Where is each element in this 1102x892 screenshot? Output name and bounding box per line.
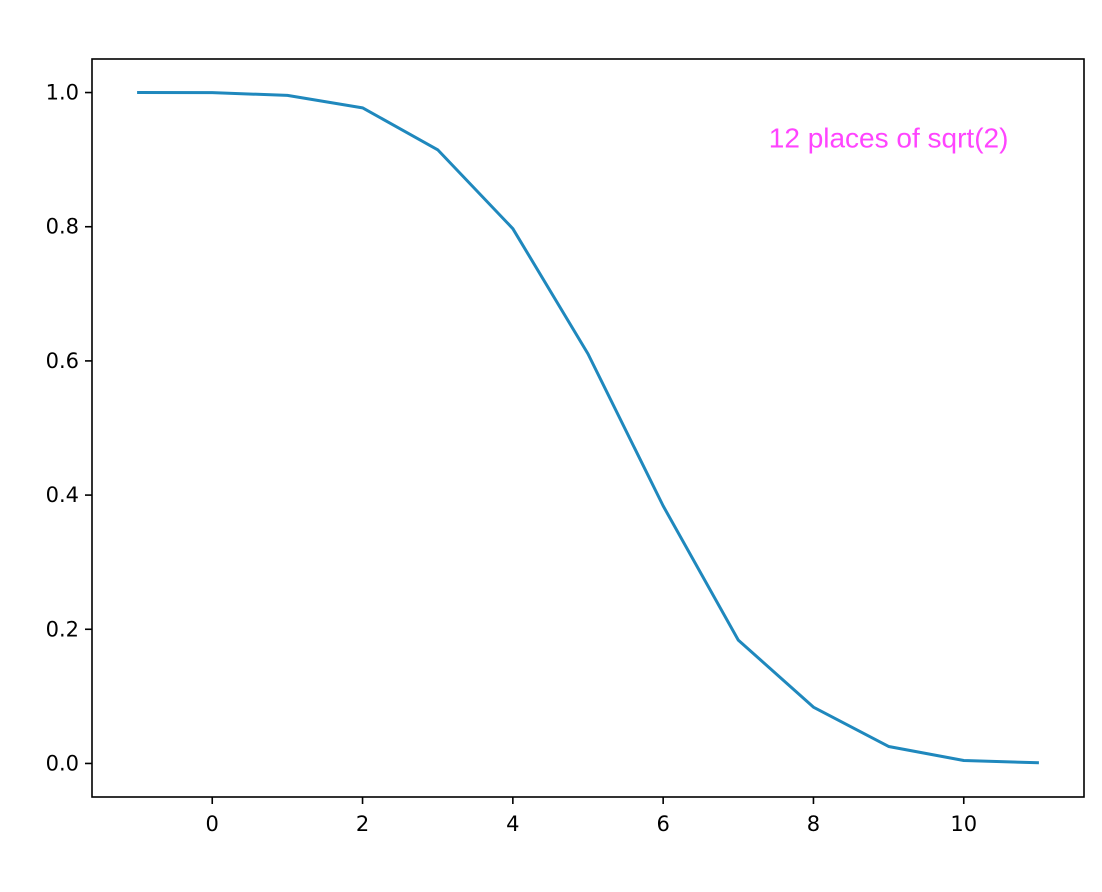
plot-area: 0 2 4 6 8 10 0.0 0.2 0.4 0.6 0.8 1.0 12 places of sq… [46,58,1085,836]
x-tick-label: 10 [950,812,977,836]
y-tick-label: 0.0 [46,751,79,775]
y-tick-label: 1.0 [46,81,79,105]
y-tick-label: 0.8 [46,215,79,239]
x-tick-label: 6 [656,812,669,836]
x-tick-label: 4 [506,812,519,836]
x-tick-label: 0 [206,812,219,836]
y-tick-label: 0.4 [46,483,79,507]
x-tick-label: 2 [356,812,369,836]
annotation-text: 12 places of sqrt(2) [769,122,1009,153]
y-tick-label: 0.2 [46,617,79,641]
y-tick-label: 0.6 [46,349,79,373]
x-tick-label: 8 [807,812,820,836]
axes-frame [91,58,1085,798]
series-line-0 [137,91,1039,765]
